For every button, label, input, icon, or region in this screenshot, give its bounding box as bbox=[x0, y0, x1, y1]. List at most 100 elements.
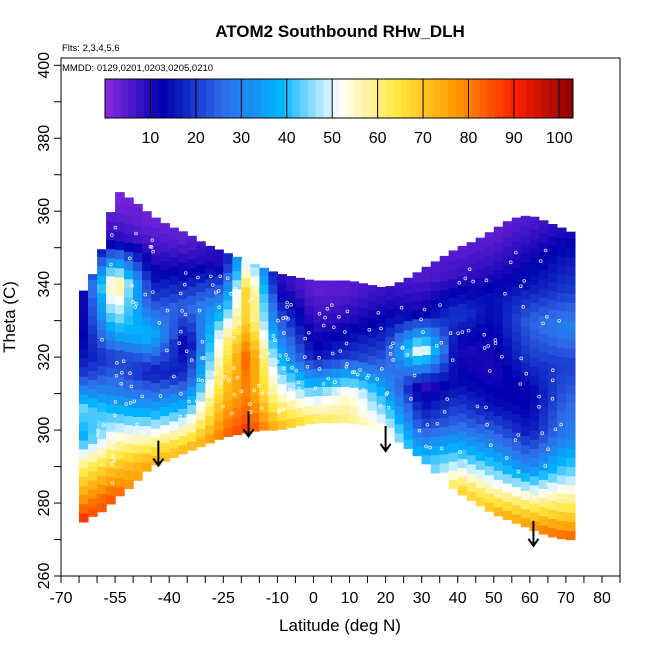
heatmap-cell bbox=[232, 288, 242, 299]
heatmap-cell bbox=[241, 378, 251, 388]
observation-point bbox=[239, 389, 244, 394]
heatmap-cell bbox=[520, 517, 531, 528]
heatmap-cell bbox=[430, 263, 441, 273]
heatmap-cell bbox=[223, 263, 233, 273]
colorbar-swatch bbox=[487, 79, 496, 118]
heatmap-cell bbox=[79, 290, 89, 295]
heatmap-cell bbox=[115, 192, 125, 196]
heatmap-cell bbox=[187, 249, 197, 260]
observation-point bbox=[128, 371, 132, 376]
heatmap-cell bbox=[502, 227, 513, 238]
heatmap-cell bbox=[322, 304, 333, 314]
heatmap-cell bbox=[340, 349, 351, 360]
heatmap-cell bbox=[529, 275, 540, 285]
heatmap-cell bbox=[493, 424, 504, 435]
heatmap-cell bbox=[223, 372, 233, 383]
observation-point bbox=[521, 304, 525, 309]
heatmap-cell bbox=[241, 359, 251, 370]
heatmap-cell bbox=[457, 412, 468, 423]
heatmap-cell bbox=[547, 299, 558, 310]
heatmap-cell bbox=[115, 304, 125, 314]
heatmap-cell bbox=[223, 327, 233, 337]
heatmap-cell bbox=[493, 379, 504, 389]
heatmap-cell bbox=[547, 409, 558, 419]
heatmap-cell bbox=[493, 415, 504, 426]
heatmap-cell bbox=[538, 424, 549, 435]
y-tick-label: 360 bbox=[36, 198, 53, 225]
heatmap-cell bbox=[106, 467, 116, 478]
observation-point bbox=[421, 330, 425, 335]
heatmap-cell bbox=[529, 512, 540, 522]
observation-point bbox=[305, 364, 310, 369]
heatmap-cell bbox=[187, 304, 197, 314]
colorbar-swatch bbox=[105, 79, 114, 118]
heatmap-cell bbox=[313, 413, 324, 424]
heatmap-cell bbox=[79, 439, 89, 450]
heatmap-cell bbox=[439, 380, 450, 391]
heatmap-cell bbox=[295, 279, 305, 290]
observation-point bbox=[352, 370, 357, 374]
x-tick-label: -70 bbox=[49, 590, 72, 607]
heatmap-cell bbox=[511, 431, 522, 442]
heatmap-cell bbox=[529, 311, 540, 322]
heatmap-cell bbox=[556, 255, 567, 266]
heatmap-cell bbox=[151, 255, 161, 265]
heatmap-cell bbox=[493, 269, 504, 280]
observation-point bbox=[250, 317, 255, 321]
heatmap bbox=[79, 192, 576, 541]
heatmap-cell bbox=[142, 379, 152, 390]
x-tick-label: 60 bbox=[521, 590, 539, 607]
heatmap-cell bbox=[340, 386, 351, 396]
heatmap-cell bbox=[160, 452, 170, 462]
heatmap-cell bbox=[196, 346, 206, 356]
heatmap-cell bbox=[79, 330, 89, 341]
heatmap-cell bbox=[502, 446, 513, 457]
heatmap-cell bbox=[538, 388, 549, 398]
observation-point bbox=[196, 378, 201, 382]
heatmap-cell bbox=[403, 311, 414, 322]
observation-point bbox=[286, 357, 290, 362]
heatmap-cell bbox=[133, 434, 143, 445]
heatmap-cell bbox=[511, 267, 522, 278]
heatmap-cell bbox=[277, 274, 287, 284]
heatmap-cell bbox=[538, 324, 549, 334]
heatmap-cell bbox=[286, 276, 296, 283]
heatmap-cell bbox=[475, 314, 486, 324]
heatmap-cell bbox=[151, 400, 161, 411]
heatmap-cell bbox=[286, 345, 296, 355]
heatmap-cell bbox=[205, 424, 215, 435]
heatmap-cell bbox=[565, 238, 576, 249]
heatmap-cell bbox=[502, 346, 513, 356]
heatmap-cell bbox=[142, 361, 152, 372]
observation-point bbox=[238, 321, 242, 326]
heatmap-cell bbox=[205, 315, 215, 325]
observation-point bbox=[325, 306, 330, 311]
heatmap-cell bbox=[448, 296, 459, 307]
heatmap-cell bbox=[448, 433, 459, 444]
x-tick-label: 50 bbox=[485, 590, 503, 607]
heatmap-cell bbox=[358, 343, 369, 354]
heatmap-cell bbox=[439, 326, 450, 336]
heatmap-cell bbox=[403, 320, 414, 331]
heatmap-cell bbox=[457, 458, 468, 469]
heatmap-cell bbox=[331, 286, 342, 296]
observation-point bbox=[550, 378, 555, 383]
colorbar-swatch bbox=[440, 79, 449, 118]
heatmap-cell bbox=[511, 450, 522, 460]
heatmap-cell bbox=[502, 410, 513, 420]
heatmap-cell bbox=[169, 265, 179, 276]
heatmap-cell bbox=[385, 327, 396, 337]
observation-point bbox=[313, 386, 318, 391]
heatmap-cell bbox=[250, 264, 260, 268]
heatmap-cell bbox=[475, 378, 486, 388]
heatmap-cell bbox=[133, 325, 143, 335]
heatmap-cell bbox=[97, 393, 107, 403]
heatmap-cell bbox=[286, 308, 296, 319]
heatmap-cell bbox=[115, 331, 125, 342]
heatmap-cell bbox=[349, 332, 360, 343]
heatmap-cell bbox=[205, 296, 215, 307]
observation-point bbox=[500, 354, 504, 359]
heatmap-cell bbox=[493, 406, 504, 417]
flights-note: Flts: 2,3,4,5,6 bbox=[62, 43, 120, 54]
heatmap-cell bbox=[115, 322, 125, 333]
